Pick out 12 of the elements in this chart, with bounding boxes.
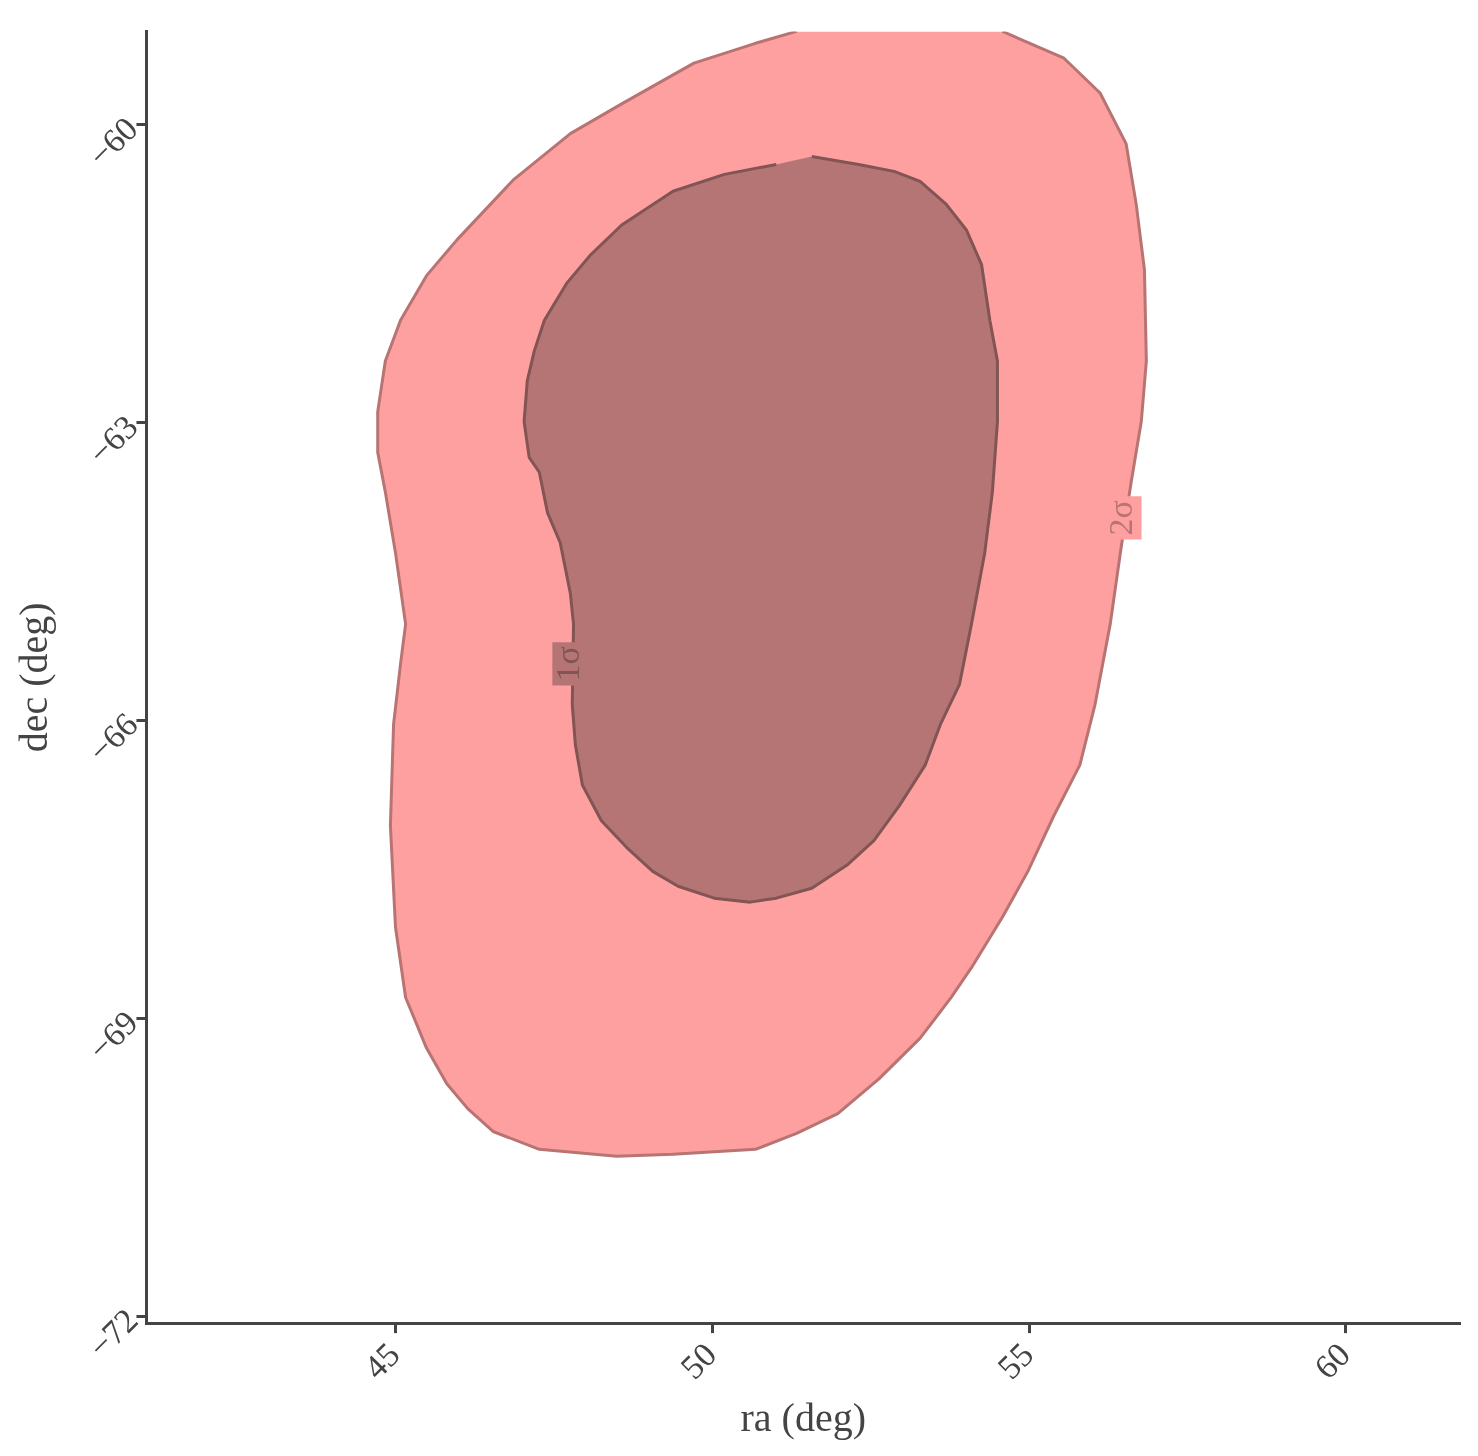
x-axis-title: ra (deg) <box>740 1394 866 1440</box>
y-tick-label: −72 <box>80 1301 145 1366</box>
x-tick-label: 60 <box>1307 1335 1358 1386</box>
x-tick-label: 55 <box>990 1335 1041 1386</box>
y-tick-label: −66 <box>80 705 145 770</box>
x-tick-label: 45 <box>356 1335 407 1386</box>
y-tick-label: −63 <box>80 407 145 472</box>
x-tick-label: 50 <box>673 1335 724 1386</box>
annotation: 2σ <box>1102 500 1140 536</box>
y-tick-label: −69 <box>80 1003 145 1068</box>
y-axis-title: dec (deg) <box>10 602 56 753</box>
y-tick-label: −60 <box>80 109 145 174</box>
